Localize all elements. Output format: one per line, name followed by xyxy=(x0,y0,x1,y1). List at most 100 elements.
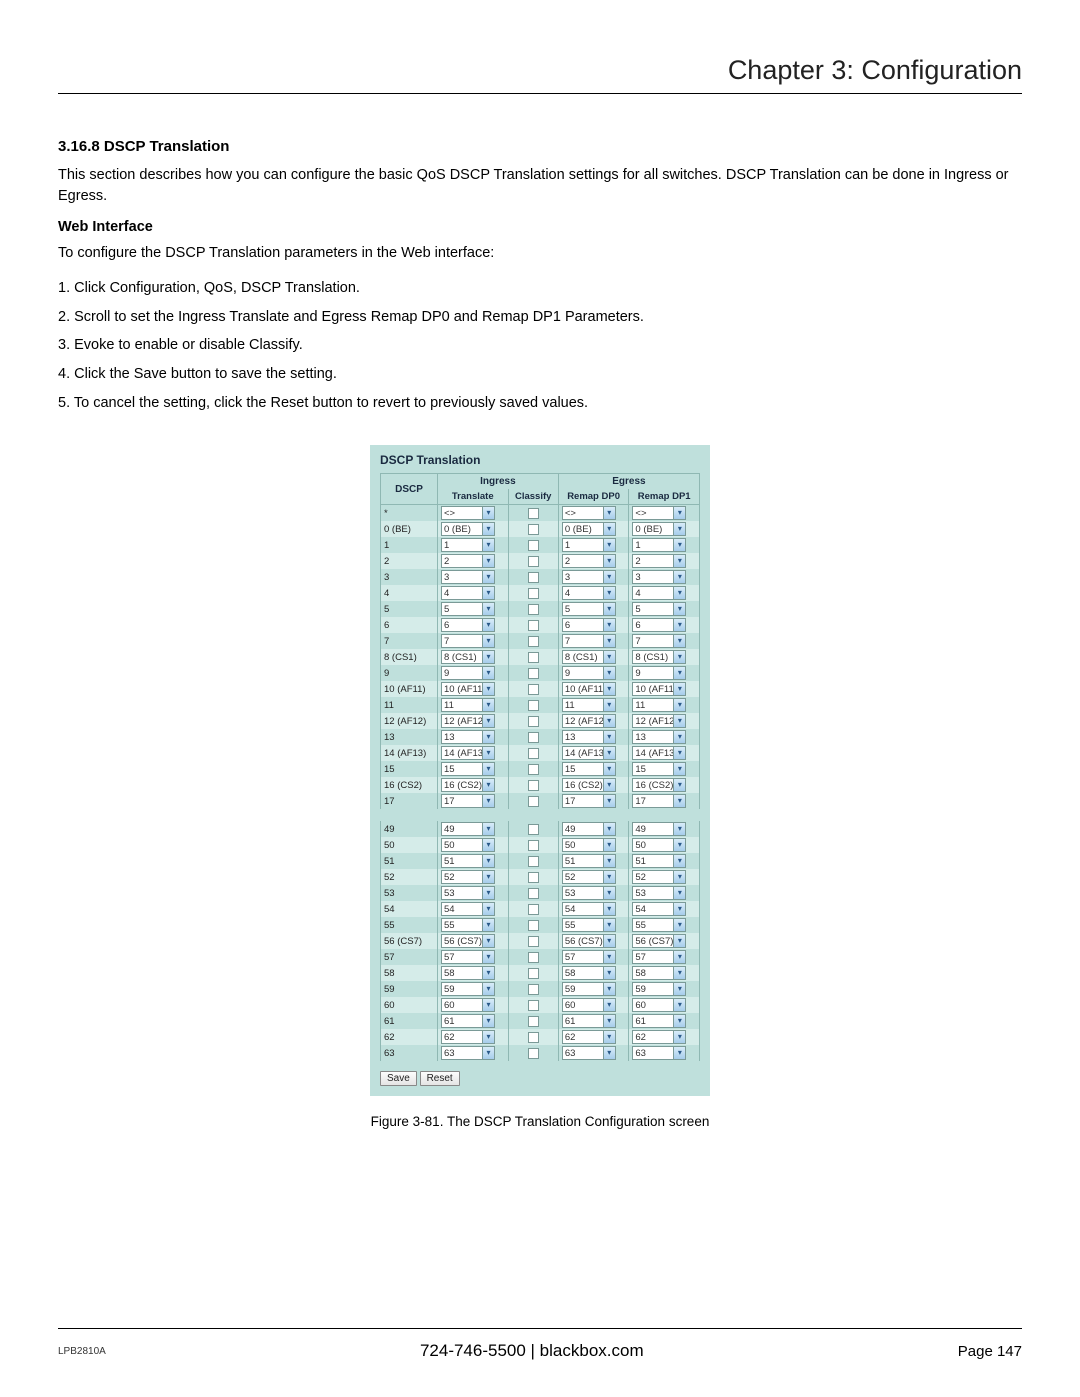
dropdown[interactable]: 8 (CS1)▾ xyxy=(441,650,495,664)
dropdown[interactable]: 58▾ xyxy=(441,966,495,980)
dropdown[interactable]: 14 (AF13)▾ xyxy=(632,746,686,760)
dropdown[interactable]: 13▾ xyxy=(441,730,495,744)
dropdown[interactable]: 63▾ xyxy=(441,1046,495,1060)
dropdown[interactable]: 54▾ xyxy=(441,902,495,916)
dropdown[interactable]: 9▾ xyxy=(632,666,686,680)
dropdown[interactable]: 1▾ xyxy=(441,538,495,552)
dropdown[interactable]: 14 (AF13)▾ xyxy=(441,746,495,760)
dropdown[interactable]: 51▾ xyxy=(441,854,495,868)
dropdown[interactable]: 5▾ xyxy=(562,602,616,616)
classify-checkbox[interactable] xyxy=(528,904,539,915)
classify-checkbox[interactable] xyxy=(528,952,539,963)
dropdown[interactable]: 57▾ xyxy=(441,950,495,964)
dropdown[interactable]: 8 (CS1)▾ xyxy=(562,650,616,664)
classify-checkbox[interactable] xyxy=(528,840,539,851)
classify-checkbox[interactable] xyxy=(528,888,539,899)
classify-checkbox[interactable] xyxy=(528,700,539,711)
dropdown[interactable]: 16 (CS2)▾ xyxy=(632,778,686,792)
classify-checkbox[interactable] xyxy=(528,1000,539,1011)
save-button[interactable]: Save xyxy=(380,1071,417,1086)
dropdown[interactable]: 1▾ xyxy=(562,538,616,552)
dropdown[interactable]: <>▾ xyxy=(562,506,616,520)
dropdown[interactable]: 52▾ xyxy=(562,870,616,884)
classify-checkbox[interactable] xyxy=(528,716,539,727)
dropdown[interactable]: 10 (AF11)▾ xyxy=(441,682,495,696)
classify-checkbox[interactable] xyxy=(528,764,539,775)
dropdown[interactable]: 53▾ xyxy=(562,886,616,900)
dropdown[interactable]: 50▾ xyxy=(562,838,616,852)
classify-checkbox[interactable] xyxy=(528,588,539,599)
dropdown[interactable]: 55▾ xyxy=(441,918,495,932)
dropdown[interactable]: 14 (AF13)▾ xyxy=(562,746,616,760)
classify-checkbox[interactable] xyxy=(528,748,539,759)
dropdown[interactable]: 3▾ xyxy=(441,570,495,584)
classify-checkbox[interactable] xyxy=(528,684,539,695)
dropdown[interactable]: 16 (CS2)▾ xyxy=(441,778,495,792)
dropdown[interactable]: 63▾ xyxy=(562,1046,616,1060)
dropdown[interactable]: 15▾ xyxy=(562,762,616,776)
dropdown[interactable]: 62▾ xyxy=(632,1030,686,1044)
dropdown[interactable]: 56 (CS7)▾ xyxy=(632,934,686,948)
dropdown[interactable]: 60▾ xyxy=(441,998,495,1012)
dropdown[interactable]: 11▾ xyxy=(632,698,686,712)
dropdown[interactable]: 56 (CS7)▾ xyxy=(562,934,616,948)
dropdown[interactable]: 60▾ xyxy=(632,998,686,1012)
dropdown[interactable]: 3▾ xyxy=(632,570,686,584)
classify-checkbox[interactable] xyxy=(528,856,539,867)
classify-checkbox[interactable] xyxy=(528,604,539,615)
dropdown[interactable]: 58▾ xyxy=(562,966,616,980)
dropdown[interactable]: 51▾ xyxy=(562,854,616,868)
classify-checkbox[interactable] xyxy=(528,968,539,979)
dropdown[interactable]: 59▾ xyxy=(441,982,495,996)
dropdown[interactable]: 2▾ xyxy=(441,554,495,568)
classify-checkbox[interactable] xyxy=(528,984,539,995)
dropdown[interactable]: 9▾ xyxy=(562,666,616,680)
dropdown[interactable]: 49▾ xyxy=(632,822,686,836)
dropdown[interactable]: 62▾ xyxy=(562,1030,616,1044)
classify-checkbox[interactable] xyxy=(528,824,539,835)
dropdown[interactable]: 59▾ xyxy=(562,982,616,996)
dropdown[interactable]: <>▾ xyxy=(632,506,686,520)
classify-checkbox[interactable] xyxy=(528,652,539,663)
classify-checkbox[interactable] xyxy=(528,636,539,647)
dropdown[interactable]: 59▾ xyxy=(632,982,686,996)
dropdown[interactable]: 12 (AF12)▾ xyxy=(441,714,495,728)
dropdown[interactable]: 63▾ xyxy=(632,1046,686,1060)
dropdown[interactable]: 12 (AF12)▾ xyxy=(562,714,616,728)
classify-checkbox[interactable] xyxy=(528,1016,539,1027)
reset-button[interactable]: Reset xyxy=(420,1071,460,1086)
classify-checkbox[interactable] xyxy=(528,508,539,519)
dropdown[interactable]: 54▾ xyxy=(562,902,616,916)
dropdown[interactable]: 10 (AF11)▾ xyxy=(632,682,686,696)
dropdown[interactable]: 15▾ xyxy=(632,762,686,776)
dropdown[interactable]: 56 (CS7)▾ xyxy=(441,934,495,948)
dropdown[interactable]: 6▾ xyxy=(441,618,495,632)
classify-checkbox[interactable] xyxy=(528,732,539,743)
dropdown[interactable]: 55▾ xyxy=(562,918,616,932)
classify-checkbox[interactable] xyxy=(528,556,539,567)
dropdown[interactable]: 17▾ xyxy=(632,794,686,808)
classify-checkbox[interactable] xyxy=(528,936,539,947)
classify-checkbox[interactable] xyxy=(528,1048,539,1059)
dropdown[interactable]: 6▾ xyxy=(562,618,616,632)
dropdown[interactable]: 11▾ xyxy=(441,698,495,712)
classify-checkbox[interactable] xyxy=(528,920,539,931)
dropdown[interactable]: 62▾ xyxy=(441,1030,495,1044)
dropdown[interactable]: 5▾ xyxy=(441,602,495,616)
classify-checkbox[interactable] xyxy=(528,796,539,807)
dropdown[interactable]: 5▾ xyxy=(632,602,686,616)
classify-checkbox[interactable] xyxy=(528,540,539,551)
dropdown[interactable]: 53▾ xyxy=(632,886,686,900)
dropdown[interactable]: <>▾ xyxy=(441,506,495,520)
dropdown[interactable]: 4▾ xyxy=(441,586,495,600)
dropdown[interactable]: 53▾ xyxy=(441,886,495,900)
dropdown[interactable]: 52▾ xyxy=(441,870,495,884)
dropdown[interactable]: 13▾ xyxy=(562,730,616,744)
dropdown[interactable]: 7▾ xyxy=(441,634,495,648)
dropdown[interactable]: 0 (BE)▾ xyxy=(632,522,686,536)
dropdown[interactable]: 8 (CS1)▾ xyxy=(632,650,686,664)
dropdown[interactable]: 57▾ xyxy=(562,950,616,964)
dropdown[interactable]: 61▾ xyxy=(562,1014,616,1028)
dropdown[interactable]: 10 (AF11)▾ xyxy=(562,682,616,696)
dropdown[interactable]: 0 (BE)▾ xyxy=(562,522,616,536)
